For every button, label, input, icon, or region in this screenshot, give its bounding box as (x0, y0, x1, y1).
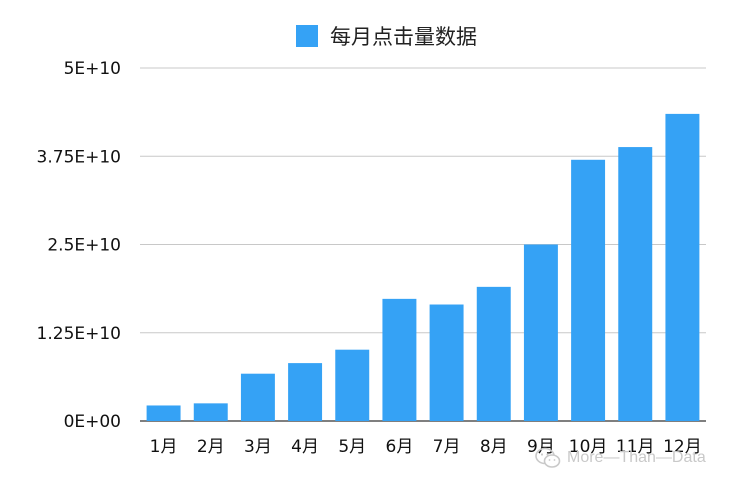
x-tick-label: 3月 (244, 437, 272, 457)
x-tick-label: 7月 (433, 437, 461, 457)
bar (571, 159, 606, 421)
x-tick-label: 9月 (527, 437, 555, 457)
bar (618, 147, 653, 421)
bar (665, 113, 700, 421)
bar (523, 244, 558, 421)
y-tick-label: 5E+10 (64, 59, 121, 79)
y-tick-label: 2.5E+10 (47, 236, 121, 256)
x-tick-label: 10月 (569, 437, 608, 457)
bar (476, 286, 511, 421)
bar (193, 403, 228, 421)
wechat-icon (535, 447, 561, 468)
x-tick-label: 8月 (480, 437, 508, 457)
bar (146, 405, 181, 421)
x-tick-label: 11月 (616, 437, 655, 457)
gridlines (140, 67, 706, 422)
x-axis-ticks: 1月 2月 3月 4月 5月 6月 7月 8月 9月 10月 11月 12月 (150, 437, 702, 457)
y-tick-label: 0E+00 (64, 412, 121, 432)
legend-label: 每月点击量数据 (330, 25, 477, 49)
y-tick-label: 3.75E+10 (37, 147, 121, 167)
x-tick-label: 5月 (338, 437, 366, 457)
watermark: More—Than—Data (535, 447, 706, 469)
x-tick-label: 4月 (291, 437, 319, 457)
bar (429, 304, 464, 421)
x-tick-label: 2月 (197, 437, 225, 457)
y-tick-label: 1.25E+10 (37, 324, 121, 344)
x-tick-label: 12月 (663, 437, 702, 457)
legend: 每月点击量数据 (296, 25, 477, 49)
bar (382, 298, 417, 421)
bars (146, 113, 700, 421)
y-axis-ticks: 0E+00 1.25E+10 2.5E+10 3.75E+10 5E+10 (37, 59, 121, 432)
bar (240, 373, 275, 421)
bar (335, 349, 370, 421)
bar (288, 363, 323, 421)
x-tick-label: 1月 (150, 437, 178, 457)
watermark-text: More—Than—Data (567, 449, 706, 466)
x-tick-label: 6月 (386, 437, 414, 457)
legend-swatch (296, 25, 318, 47)
